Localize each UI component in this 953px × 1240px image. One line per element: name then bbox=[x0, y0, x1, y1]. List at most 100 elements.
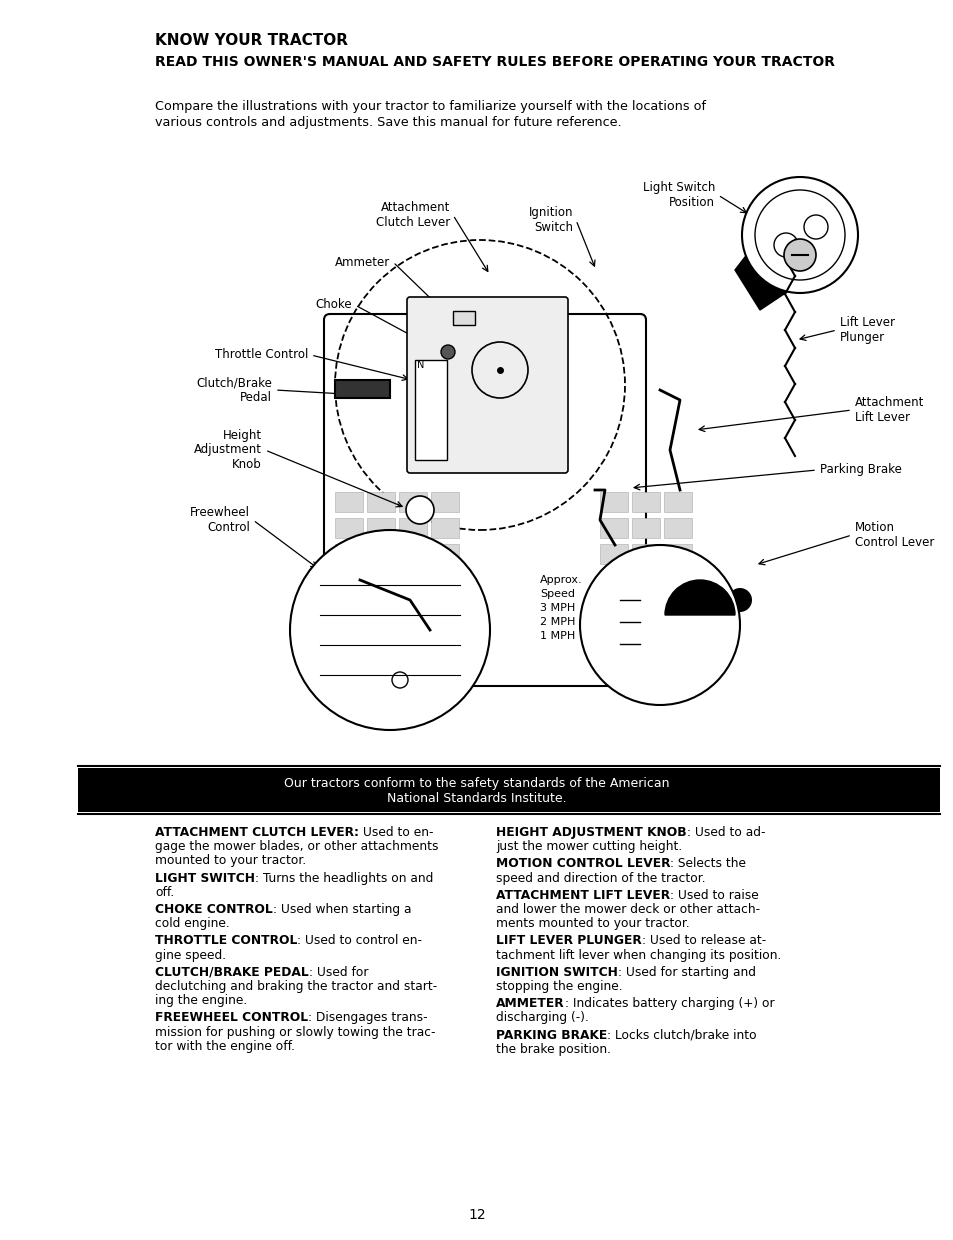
Text: Clutch/Brake
Pedal: Clutch/Brake Pedal bbox=[196, 376, 272, 404]
Text: 1 MPH: 1 MPH bbox=[539, 631, 575, 641]
Bar bbox=[631, 649, 659, 668]
Text: Attachment
Lift Lever: Attachment Lift Lever bbox=[854, 396, 923, 424]
Bar bbox=[398, 544, 427, 564]
Text: : Used when starting a: : Used when starting a bbox=[273, 903, 411, 916]
Text: LIFT LEVER PLUNGER: LIFT LEVER PLUNGER bbox=[496, 935, 641, 947]
Bar bbox=[599, 492, 627, 512]
Bar bbox=[78, 768, 939, 812]
FancyBboxPatch shape bbox=[324, 314, 645, 686]
Polygon shape bbox=[734, 205, 804, 310]
Text: Our tractors conform to the safety standards of the American: Our tractors conform to the safety stand… bbox=[284, 777, 669, 791]
Text: Speed: Speed bbox=[539, 589, 575, 599]
Bar bbox=[599, 544, 627, 564]
Bar bbox=[398, 492, 427, 512]
Text: Ignition
Switch: Ignition Switch bbox=[528, 206, 573, 234]
Bar bbox=[335, 379, 390, 398]
Bar bbox=[335, 649, 363, 668]
Text: ATTACHMENT LIFT LEVER: ATTACHMENT LIFT LEVER bbox=[496, 889, 669, 901]
Text: Motion
Control Lever: Motion Control Lever bbox=[854, 521, 933, 549]
Text: gine speed.: gine speed. bbox=[154, 949, 226, 961]
Bar bbox=[335, 596, 363, 616]
Bar bbox=[431, 544, 458, 564]
Text: the brake position.: the brake position. bbox=[496, 1043, 610, 1055]
Bar bbox=[631, 622, 659, 642]
Bar bbox=[663, 596, 691, 616]
Text: : Used to ad-: : Used to ad- bbox=[686, 826, 764, 839]
Text: N: N bbox=[416, 360, 424, 370]
Bar bbox=[398, 518, 427, 538]
Text: KNOW YOUR TRACTOR: KNOW YOUR TRACTOR bbox=[154, 33, 348, 48]
Text: ments mounted to your tractor.: ments mounted to your tractor. bbox=[496, 918, 689, 930]
Bar bbox=[367, 622, 395, 642]
Bar bbox=[335, 622, 363, 642]
Bar bbox=[398, 596, 427, 616]
Bar bbox=[663, 518, 691, 538]
Text: discharging (-).: discharging (-). bbox=[496, 1012, 588, 1024]
Text: Ammeter: Ammeter bbox=[335, 255, 390, 269]
Text: : Indicates battery charging (+) or: : Indicates battery charging (+) or bbox=[564, 997, 774, 1011]
Text: : Used for starting and: : Used for starting and bbox=[618, 966, 755, 978]
Bar bbox=[367, 649, 395, 668]
Bar bbox=[663, 570, 691, 590]
Bar bbox=[398, 622, 427, 642]
Bar bbox=[453, 311, 475, 325]
Bar bbox=[631, 518, 659, 538]
Bar bbox=[663, 492, 691, 512]
Bar bbox=[367, 492, 395, 512]
Text: ing the engine.: ing the engine. bbox=[154, 994, 247, 1007]
Text: : Used to raise: : Used to raise bbox=[669, 889, 758, 901]
Text: FREEWHEEL CONTROL: FREEWHEEL CONTROL bbox=[154, 1012, 308, 1024]
Bar bbox=[431, 570, 458, 590]
Text: Compare the illustrations with your tractor to familiarize yourself with the loc: Compare the illustrations with your trac… bbox=[154, 100, 705, 113]
Bar bbox=[367, 570, 395, 590]
Bar bbox=[367, 518, 395, 538]
Text: Throttle Control: Throttle Control bbox=[214, 348, 308, 362]
Bar bbox=[431, 649, 458, 668]
Text: Freewheel
Control: Freewheel Control bbox=[190, 506, 250, 534]
Bar bbox=[599, 596, 627, 616]
Text: AMMETER: AMMETER bbox=[496, 997, 564, 1011]
Bar bbox=[431, 492, 458, 512]
Bar bbox=[663, 649, 691, 668]
Text: HEIGHT ADJUSTMENT KNOB: HEIGHT ADJUSTMENT KNOB bbox=[496, 826, 686, 839]
Text: MOTION CONTROL LEVER: MOTION CONTROL LEVER bbox=[496, 857, 670, 870]
Bar bbox=[631, 544, 659, 564]
Bar bbox=[335, 544, 363, 564]
Text: LIGHT SWITCH: LIGHT SWITCH bbox=[154, 872, 254, 884]
Text: tor with the engine off.: tor with the engine off. bbox=[154, 1040, 294, 1053]
Bar bbox=[367, 596, 395, 616]
Text: : Locks clutch/brake into: : Locks clutch/brake into bbox=[607, 1029, 756, 1042]
Text: just the mower cutting height.: just the mower cutting height. bbox=[496, 841, 681, 853]
Bar bbox=[335, 492, 363, 512]
Text: Parking Brake: Parking Brake bbox=[820, 464, 901, 476]
Text: CHOKE CONTROL: CHOKE CONTROL bbox=[154, 903, 273, 916]
Bar bbox=[431, 622, 458, 642]
Circle shape bbox=[579, 546, 740, 706]
Text: THROTTLE CONTROL: THROTTLE CONTROL bbox=[154, 935, 297, 947]
Text: CLUTCH/BRAKE PEDAL: CLUTCH/BRAKE PEDAL bbox=[154, 966, 309, 978]
Bar bbox=[335, 570, 363, 590]
Text: 12: 12 bbox=[468, 1208, 485, 1221]
Text: Choke: Choke bbox=[315, 299, 352, 311]
Bar bbox=[663, 622, 691, 642]
Bar bbox=[415, 360, 447, 460]
Bar bbox=[599, 570, 627, 590]
Text: Height
Adjustment
Knob: Height Adjustment Knob bbox=[193, 429, 262, 471]
Circle shape bbox=[727, 588, 751, 613]
Text: tachment lift lever when changing its position.: tachment lift lever when changing its po… bbox=[496, 949, 781, 961]
Text: : Used to control en-: : Used to control en- bbox=[297, 935, 422, 947]
Bar bbox=[631, 570, 659, 590]
Text: off.: off. bbox=[154, 885, 174, 899]
Text: gage the mower blades, or other attachments: gage the mower blades, or other attachme… bbox=[154, 841, 438, 853]
Text: Light Switch
Position: Light Switch Position bbox=[642, 181, 714, 210]
Text: cold engine.: cold engine. bbox=[154, 918, 230, 930]
Bar bbox=[599, 622, 627, 642]
Bar bbox=[663, 544, 691, 564]
Bar bbox=[398, 649, 427, 668]
Text: National Standards Institute.: National Standards Institute. bbox=[387, 791, 566, 805]
Text: Attachment
Clutch Lever: Attachment Clutch Lever bbox=[375, 201, 450, 229]
Text: : Used to release at-: : Used to release at- bbox=[641, 935, 765, 947]
Text: : Selects the: : Selects the bbox=[670, 857, 745, 870]
Text: : Disengages trans-: : Disengages trans- bbox=[308, 1012, 427, 1024]
FancyBboxPatch shape bbox=[407, 298, 567, 472]
